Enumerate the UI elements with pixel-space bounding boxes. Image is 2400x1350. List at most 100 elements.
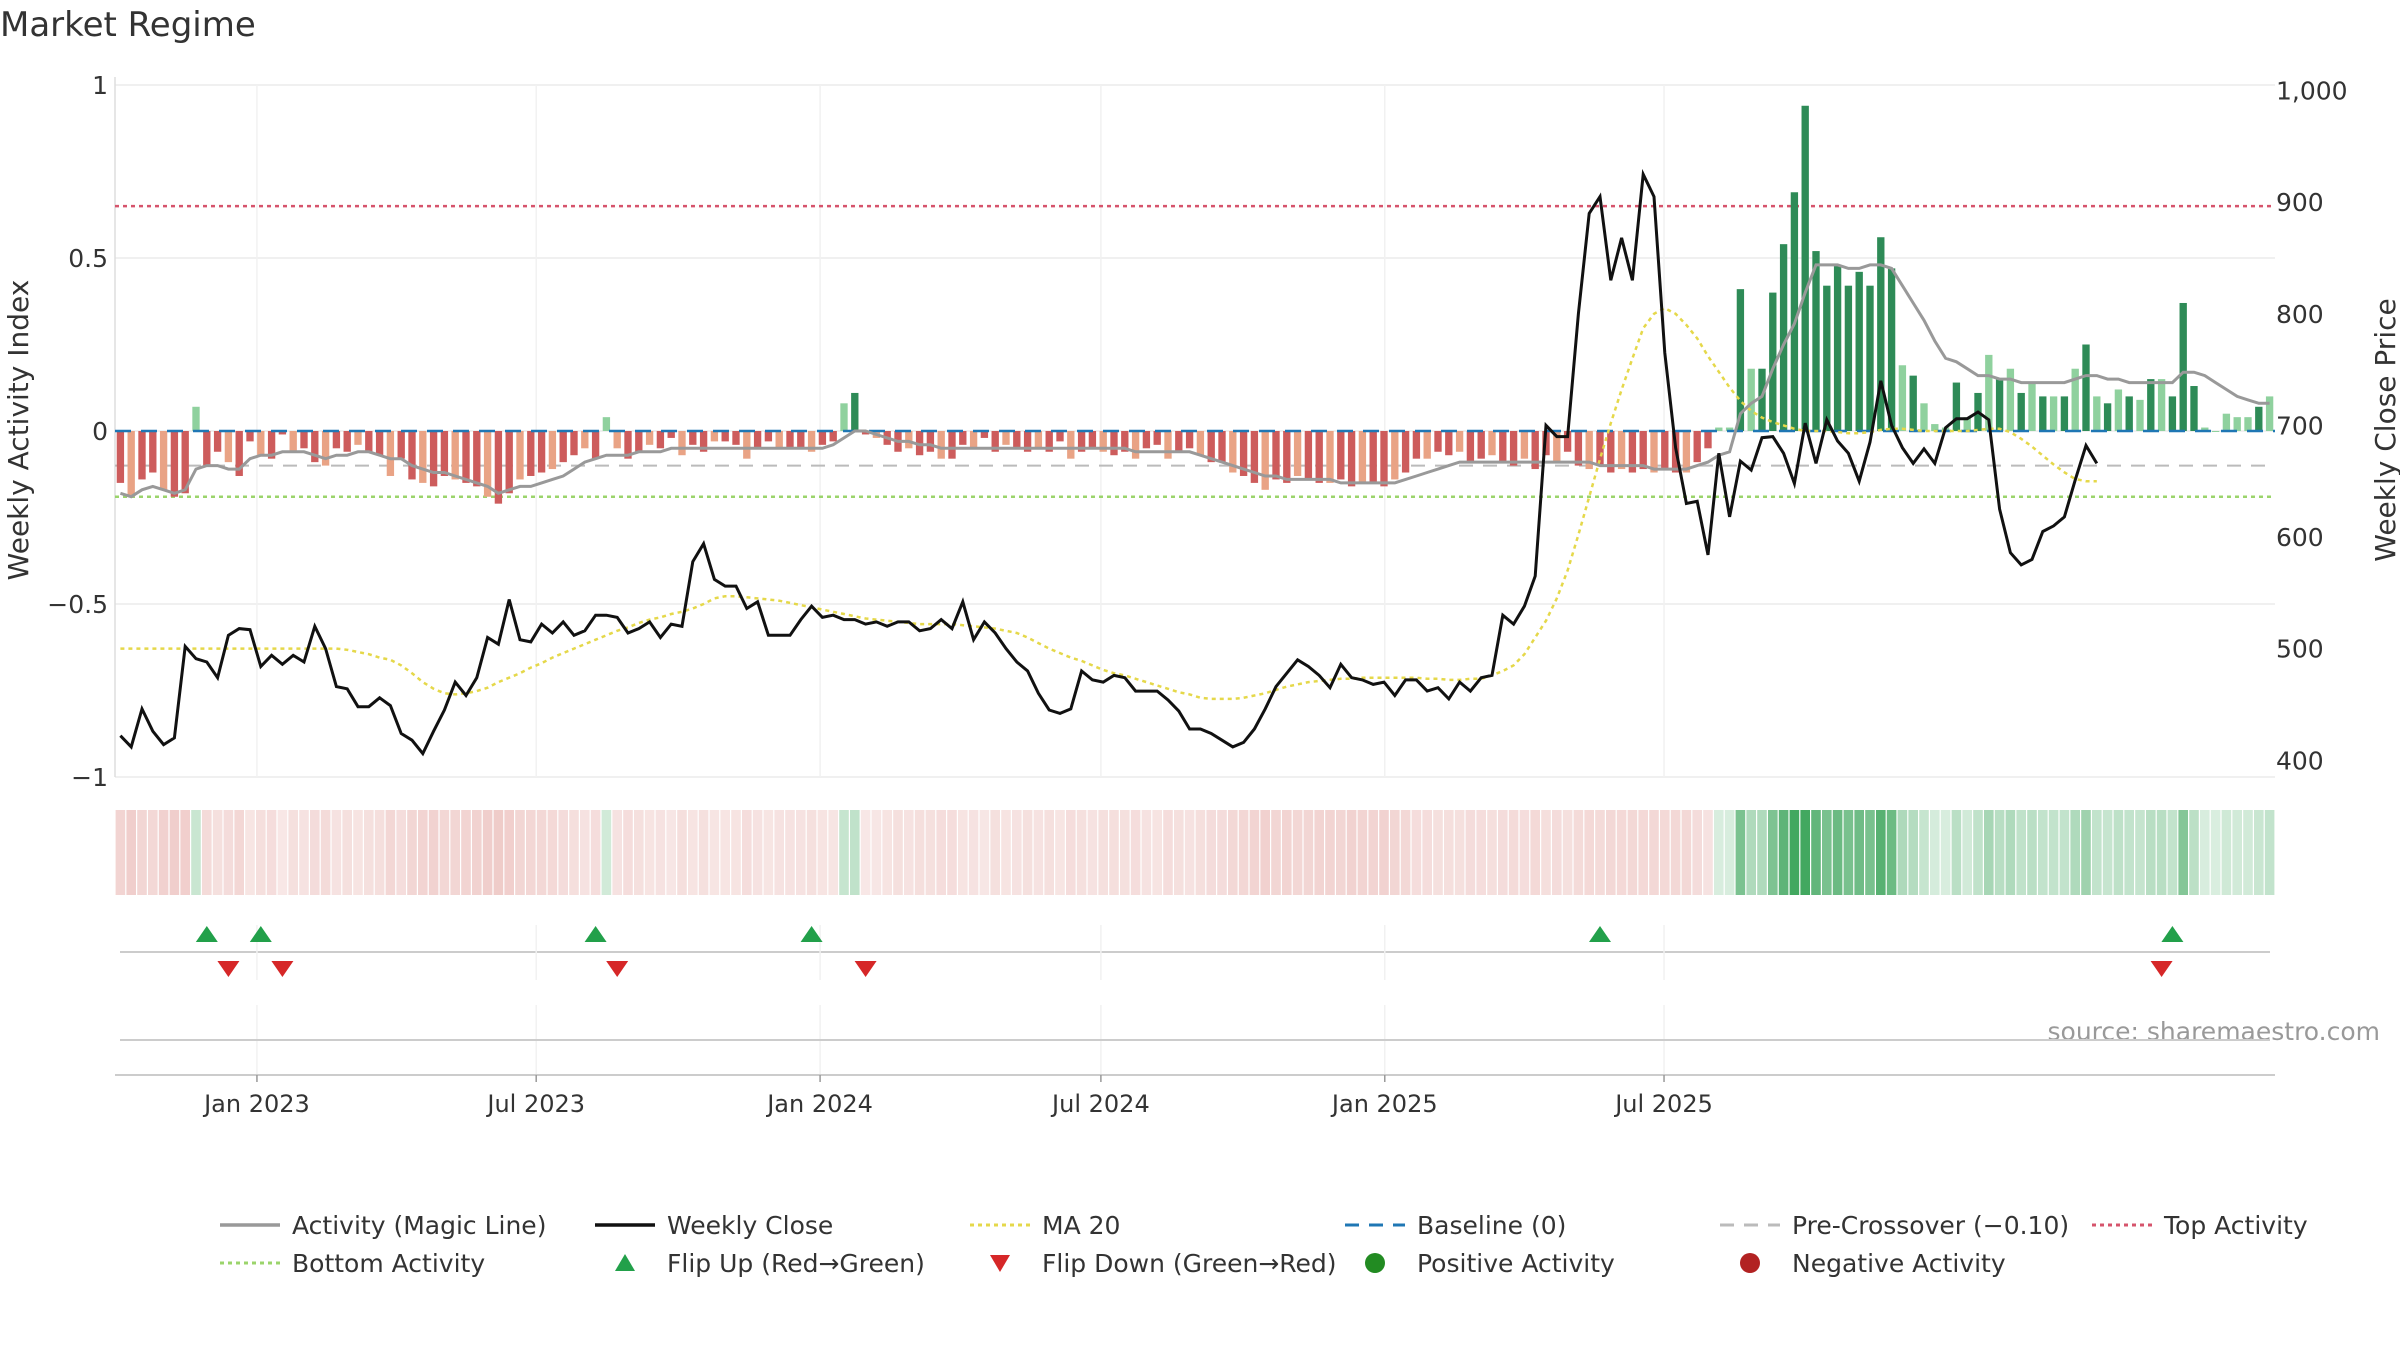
activity-bar	[861, 431, 870, 435]
regime-cell	[1174, 810, 1184, 895]
activity-bar	[1607, 431, 1615, 473]
regime-cell	[2113, 810, 2124, 895]
regime-cell	[1714, 810, 1724, 895]
regime-cell	[774, 810, 784, 895]
activity-bar	[991, 431, 999, 452]
activity-bar	[365, 431, 373, 452]
regime-cell	[2102, 810, 2113, 895]
activity-bar	[1261, 431, 1269, 490]
regime-cell	[1627, 810, 1638, 895]
activity-bar	[1380, 431, 1388, 487]
regime-cell	[1670, 810, 1681, 895]
regime-cell	[158, 810, 169, 895]
regime-cell	[407, 810, 417, 895]
regime-cell	[828, 810, 838, 895]
activity-bar	[829, 431, 837, 442]
regime-cell	[1249, 810, 1260, 895]
activity-bar	[591, 431, 600, 459]
regime-cell	[1260, 810, 1270, 895]
activity-bar	[1077, 431, 1086, 452]
activity-bar	[2093, 396, 2101, 431]
activity-bar	[1531, 431, 1539, 470]
source-label: source: sharemaestro.com	[2048, 1017, 2381, 1046]
regime-cell	[590, 810, 601, 895]
regime-cell	[1292, 810, 1303, 895]
regime-cell	[1541, 810, 1551, 895]
activity-bar	[1207, 431, 1215, 463]
legend-label: Activity (Magic Line)	[292, 1211, 546, 1240]
regime-cell	[1022, 810, 1033, 895]
regime-cell	[1390, 810, 1400, 895]
regime-cell	[1930, 810, 1940, 895]
regime-cell	[634, 810, 644, 895]
regime-cell	[936, 810, 946, 895]
regime-cell	[742, 810, 752, 895]
regime-cell	[2070, 810, 2080, 895]
regime-cell	[1109, 810, 1119, 895]
regime-cell	[461, 810, 471, 895]
activity-bar	[224, 431, 233, 463]
legend-label: Negative Activity	[1792, 1249, 2006, 1278]
regime-cell	[547, 810, 558, 895]
right-tick-label: 800	[2276, 300, 2324, 329]
activity-bar	[1229, 431, 1237, 473]
activity-bar	[2049, 396, 2058, 431]
regime-cell	[299, 810, 309, 895]
flip-up-marker	[195, 926, 218, 942]
regime-cell	[1076, 810, 1087, 895]
regime-cell	[342, 810, 352, 895]
activity-bar	[1412, 431, 1421, 459]
activity-bar	[1628, 431, 1637, 473]
flip-down-marker	[271, 961, 294, 977]
regime-cell	[1066, 810, 1076, 895]
activity-bar	[1509, 431, 1518, 466]
activity-bar	[1985, 354, 1993, 431]
activity-bar	[1455, 431, 1464, 452]
regime-cell	[2027, 810, 2037, 895]
activity-bar	[300, 431, 308, 449]
activity-bar	[559, 431, 567, 463]
regime-cell	[1606, 810, 1616, 895]
regime-cell	[2200, 810, 2210, 895]
regime-cell	[1195, 810, 1206, 895]
right-tick-label: 1,000	[2276, 77, 2348, 106]
activity-bar	[1477, 431, 1485, 459]
regime-cell	[947, 810, 957, 895]
regime-cell	[2124, 810, 2134, 895]
regime-cell	[1163, 810, 1173, 895]
legend-swatch	[1365, 1253, 1385, 1273]
activity-bar	[1121, 431, 1129, 452]
activity-bar	[980, 431, 989, 438]
regime-cell	[752, 810, 763, 895]
legend-label: Flip Down (Green→Red)	[1042, 1249, 1337, 1278]
regime-cell	[850, 810, 860, 895]
activity-bar	[1369, 431, 1377, 483]
regime-cell	[763, 810, 774, 895]
legend-label: Top Activity	[2163, 1211, 2308, 1240]
activity-bar	[743, 431, 751, 459]
activity-bar	[969, 431, 978, 449]
activity-bar	[1153, 431, 1161, 445]
right-tick-label: 600	[2276, 523, 2324, 552]
activity-bar	[1704, 431, 1712, 449]
legend-swatch	[615, 1254, 635, 1271]
activity-bar	[2222, 413, 2231, 431]
activity-bar	[1250, 431, 1259, 483]
regime-cell	[1130, 810, 1141, 895]
regime-cell	[1152, 810, 1162, 895]
activity-bar	[2201, 427, 2209, 431]
regime-cell	[504, 810, 514, 895]
activity-bar	[1844, 285, 1853, 431]
regime-cell	[1271, 810, 1281, 895]
activity-bar	[764, 431, 773, 442]
regime-cell	[893, 810, 903, 895]
regime-cell	[720, 810, 730, 895]
regime-cell	[472, 810, 482, 895]
legend-swatch	[1740, 1253, 1760, 1273]
activity-bar	[1898, 365, 1907, 431]
regime-cell	[731, 810, 741, 895]
regime-cell	[1778, 810, 1789, 895]
regime-cell	[1789, 810, 1800, 895]
